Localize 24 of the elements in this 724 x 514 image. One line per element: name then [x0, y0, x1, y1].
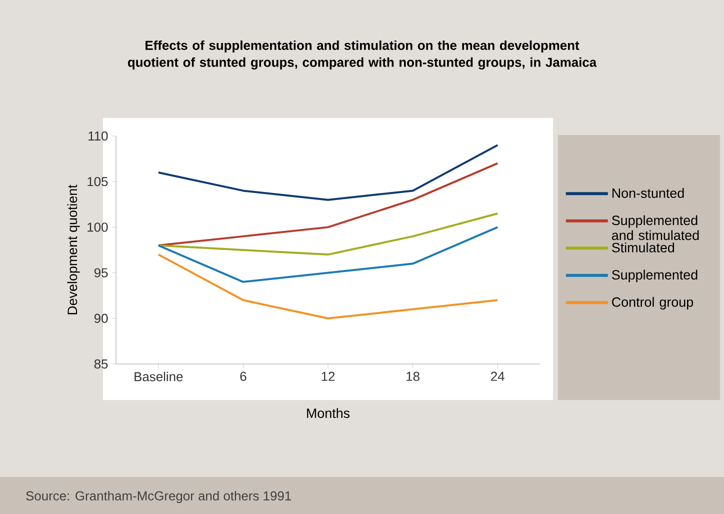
y-tick-label: 110	[88, 131, 108, 141]
line-series	[157, 212, 499, 256]
line-series	[157, 162, 499, 246]
line-series	[157, 144, 499, 201]
x-axis-title: Months	[307, 408, 350, 418]
legend-label: Control group	[612, 296, 694, 310]
y-axis-title: Development quotient	[67, 184, 80, 314]
y-tick-label: 90	[94, 314, 108, 323]
y-tick-label: 85	[94, 359, 108, 369]
line-series	[157, 254, 499, 320]
legend-label: Supplemented	[612, 270, 698, 282]
legend-label: Stimulated	[612, 242, 674, 252]
chart-title: Effects of supplementation and stimulation on the mean development quotient of stunted groups, compared with non-stunted groups, in Jamaica	[128, 40, 597, 70]
y-tick-label: 95	[94, 268, 108, 278]
x-tick-label: 18	[406, 372, 420, 381]
x-tick-label: 24	[491, 372, 504, 381]
x-tick-label: Baseline	[134, 372, 183, 382]
legend-label: Supplemented and stimulated	[612, 215, 699, 240]
x-tick-label: 6	[240, 372, 246, 381]
y-tick-label: 100	[88, 222, 108, 232]
source-note: Source: Grantham-McGregor and others 1991	[26, 490, 291, 504]
y-tick-label: 105	[88, 177, 108, 186]
x-tick-label: 12	[322, 372, 335, 381]
legend-label: Non-stunted	[612, 188, 684, 198]
